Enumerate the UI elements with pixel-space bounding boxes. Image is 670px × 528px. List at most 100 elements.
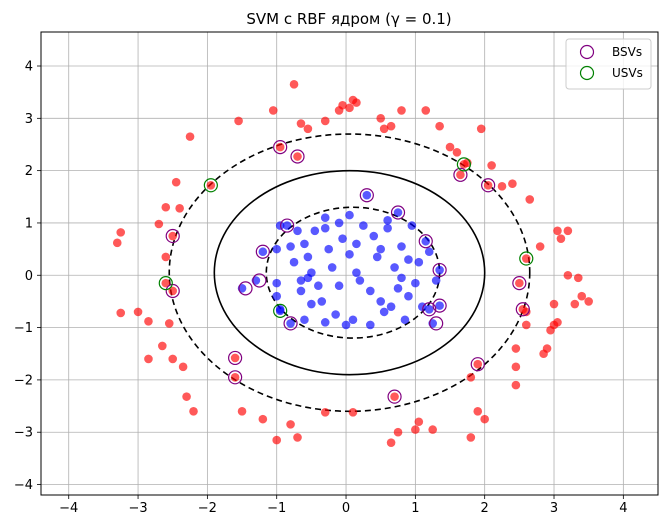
- inner-class-point: [383, 216, 392, 225]
- x-tick-label: 0: [342, 501, 350, 516]
- inner-class-point: [435, 265, 444, 275]
- bsv-marker: [429, 316, 444, 331]
- usv-marker: [158, 276, 173, 291]
- outer-class-point: [397, 106, 406, 115]
- inner-class-point: [421, 236, 431, 246]
- inner-class-point: [320, 213, 330, 223]
- inner-class-point: [272, 278, 282, 288]
- outer-class-point: [511, 344, 521, 353]
- data-points: [112, 80, 593, 447]
- outer-class-point: [345, 103, 354, 113]
- outer-class-point: [272, 435, 282, 445]
- inner-class-point: [296, 276, 306, 285]
- legend-usv-label: USVs: [612, 66, 643, 80]
- outer-class-point: [185, 132, 195, 141]
- outer-class-point: [511, 380, 521, 390]
- bsv-marker: [228, 350, 243, 366]
- y-tick-label: 3: [25, 112, 33, 127]
- outer-class-point: [570, 299, 580, 309]
- outer-class-point: [414, 417, 424, 427]
- inner-class-point: [345, 250, 354, 259]
- inner-class-point: [431, 276, 441, 285]
- outer-class-point: [168, 286, 178, 296]
- inner-class-point: [286, 242, 295, 251]
- outer-class-point: [549, 299, 559, 309]
- inner-class-point: [435, 301, 444, 310]
- legend-box: [565, 38, 652, 90]
- bsv-marker: [228, 370, 243, 385]
- inner-class-point: [365, 286, 375, 296]
- y-tick-label: −1: [14, 321, 33, 336]
- x-tick-label: 2: [481, 501, 489, 516]
- usv-marker: [456, 157, 471, 172]
- x-tick-label: 4: [619, 501, 627, 516]
- inner-class-point: [397, 273, 406, 283]
- x-tick-label: −3: [128, 501, 147, 516]
- y-tick-label: −3: [14, 426, 33, 441]
- outer-class-point: [428, 425, 437, 434]
- bsv-marker: [512, 276, 527, 291]
- inner-class-point: [386, 302, 396, 311]
- outer-class-point: [515, 278, 524, 288]
- x-tick-label: −2: [198, 501, 217, 516]
- bsv-marker: [238, 281, 253, 296]
- outer-class-point: [154, 219, 164, 229]
- outer-class-point: [466, 372, 476, 382]
- outer-class-point: [237, 406, 247, 416]
- outer-class-point: [553, 318, 562, 327]
- outer-class-point: [452, 148, 462, 157]
- inner-class-point: [303, 273, 313, 283]
- inner-class-point: [404, 291, 413, 301]
- outer-class-point: [230, 372, 240, 382]
- outer-class-point: [168, 354, 178, 364]
- outer-class-point: [348, 408, 358, 417]
- outer-class-point: [161, 202, 171, 212]
- outer-class-point: [275, 142, 285, 152]
- inner-class-point: [424, 304, 434, 314]
- outer-class-point: [445, 142, 455, 152]
- inner-class-point: [310, 226, 320, 236]
- outer-class-point: [320, 116, 330, 126]
- inner-class-point: [390, 263, 399, 272]
- outer-class-point: [161, 278, 171, 288]
- inner-class-point: [258, 247, 268, 257]
- y-tick-label: 4: [25, 60, 33, 75]
- outer-class-point: [320, 408, 330, 417]
- inner-class-point: [320, 318, 330, 327]
- inner-class-point: [411, 278, 420, 288]
- inner-class-point: [376, 244, 385, 254]
- bsv-marker: [283, 316, 298, 331]
- inner-class-point: [272, 244, 282, 254]
- outer-class-point: [386, 438, 396, 447]
- outer-class-point: [553, 226, 562, 236]
- inner-class-point: [331, 310, 340, 319]
- outer-class-point: [473, 359, 483, 369]
- inner-class-point: [397, 242, 406, 251]
- outer-class-point: [521, 320, 531, 330]
- inner-class-point: [362, 190, 372, 200]
- inner-class-point: [324, 244, 334, 254]
- y-tick-label: −4: [14, 478, 33, 493]
- outer-class-point: [480, 414, 489, 424]
- outer-class-point: [459, 160, 469, 169]
- contour-margin-outer: [168, 133, 531, 413]
- outer-class-point: [178, 362, 188, 372]
- inner-class-point: [369, 231, 379, 241]
- inner-class-point: [314, 281, 323, 291]
- outer-class-point: [525, 195, 535, 204]
- inner-class-point: [365, 320, 375, 330]
- bsv-marker: [432, 298, 447, 313]
- inner-class-point: [334, 281, 344, 291]
- outer-class-point: [293, 433, 302, 442]
- bsv-marker: [515, 302, 530, 317]
- inner-class-point: [400, 315, 410, 325]
- outer-class-point: [164, 319, 174, 328]
- usv-marker: [273, 303, 288, 318]
- outer-class-point: [175, 204, 184, 213]
- inner-class-point: [352, 239, 361, 249]
- outer-class-point: [338, 100, 347, 110]
- outer-class-point: [393, 427, 403, 437]
- inner-class-point: [317, 297, 327, 306]
- inner-class-point: [424, 247, 434, 257]
- bsv-marker: [390, 205, 406, 220]
